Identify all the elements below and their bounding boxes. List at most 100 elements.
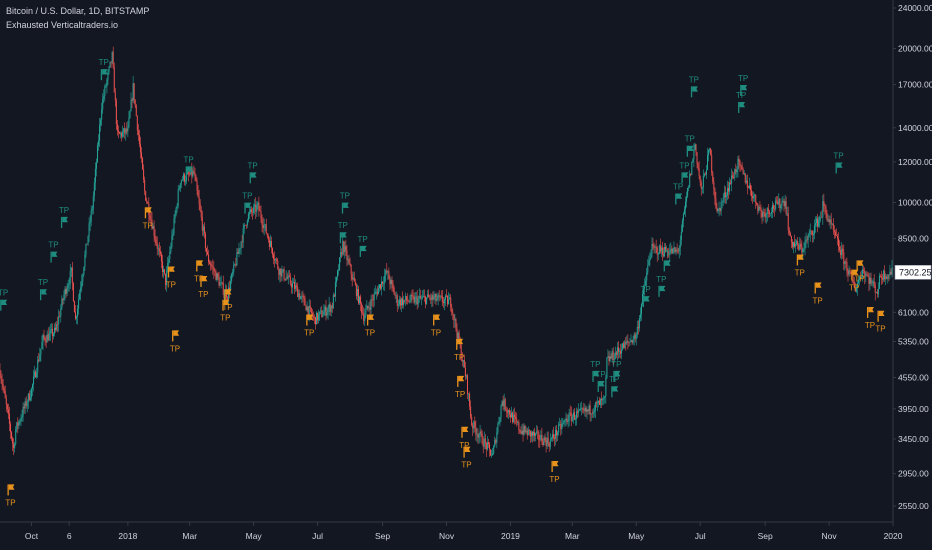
- candle-body: [593, 410, 595, 413]
- candle-body: [566, 418, 568, 422]
- candle-body: [211, 265, 213, 267]
- candle-body: [821, 217, 823, 218]
- tp-label: TP: [5, 498, 15, 507]
- candle-body: [497, 423, 499, 433]
- candle-body: [777, 201, 779, 205]
- candle-body: [216, 273, 218, 281]
- candle-body: [354, 281, 356, 285]
- candle-body: [534, 431, 536, 436]
- candle-body: [347, 259, 349, 261]
- indicator-title[interactable]: Exhausted Verticaltraders.io: [6, 20, 119, 30]
- candle-body: [46, 334, 48, 343]
- candle-body: [73, 301, 75, 313]
- candle-body: [432, 295, 434, 300]
- candle-body: [194, 173, 196, 177]
- candle-body: [493, 446, 495, 454]
- candle-body: [672, 248, 674, 254]
- candle-body: [496, 432, 498, 443]
- candle-body: [392, 283, 394, 289]
- flag-banner: [643, 296, 650, 302]
- flag-banner: [341, 232, 347, 238]
- candle-body: [396, 295, 398, 306]
- symbol-title[interactable]: Bitcoin / U.S. Dollar, 1D, BITSTAMP: [6, 6, 150, 16]
- candle-body: [817, 218, 819, 227]
- candle-body: [890, 271, 892, 275]
- flag-banner: [878, 310, 885, 317]
- candle-body: [707, 155, 709, 170]
- candle-body: [514, 414, 516, 417]
- candle-body: [553, 437, 555, 439]
- candle-body: [275, 259, 277, 261]
- candle-body: [782, 200, 784, 202]
- candle-body: [572, 412, 574, 417]
- flag-pole: [200, 275, 202, 287]
- candle-body: [464, 367, 466, 377]
- candle-body: [209, 262, 211, 265]
- candle-body: [835, 235, 837, 237]
- candle-body: [161, 261, 163, 273]
- candle-body: [346, 250, 348, 261]
- candle-body: [430, 297, 432, 301]
- candle-body: [768, 211, 770, 214]
- candle-body: [615, 352, 617, 355]
- candle-body: [693, 149, 695, 160]
- candle-body: [329, 304, 331, 312]
- candle-body: [247, 213, 249, 221]
- candle-body: [68, 283, 70, 285]
- time-tick-label: Sep: [758, 531, 773, 541]
- tp-label: TP: [198, 290, 208, 299]
- candle-body: [792, 242, 794, 248]
- candle-body: [222, 283, 224, 295]
- candle-body: [376, 291, 378, 295]
- candle-body: [804, 241, 806, 249]
- candle-body: [789, 233, 791, 236]
- candle-body: [115, 100, 117, 125]
- tp-signal-short: TP: [304, 314, 314, 338]
- candle-body: [596, 402, 598, 404]
- flag-pole: [306, 314, 308, 326]
- candle-body: [254, 204, 256, 207]
- candle-body: [133, 83, 135, 101]
- candle-body: [234, 264, 236, 265]
- candle-body: [235, 264, 237, 266]
- candle-body: [570, 412, 572, 421]
- tp-label: TP: [59, 206, 69, 215]
- candle-body: [306, 306, 308, 311]
- time-axis[interactable]: Oct 6 2018 Mar May Jul Sep Nov 2019 Mar May Jul Sep N…: [0, 521, 903, 541]
- candle-body: [340, 252, 342, 258]
- candle-body: [618, 351, 620, 352]
- candle-body: [338, 269, 340, 271]
- flag-icon: [658, 285, 666, 297]
- candle-body: [842, 248, 844, 253]
- candle-body: [242, 228, 244, 243]
- candle-body: [415, 296, 417, 298]
- last-price-badge[interactable]: 7302.25: [894, 265, 932, 280]
- tp-signal-short: TP: [454, 338, 464, 362]
- price-tick-label: 4550.00: [898, 372, 929, 382]
- time-tick-label: May: [246, 531, 263, 541]
- candle-body: [248, 212, 250, 214]
- candle-body: [657, 254, 659, 255]
- candle-body: [822, 200, 824, 218]
- candle-body: [325, 306, 327, 316]
- candle-body: [405, 296, 407, 301]
- candle-body: [84, 254, 86, 268]
- flag-banner: [186, 166, 193, 172]
- candle-body: [407, 300, 409, 302]
- candle-body: [284, 279, 286, 280]
- candle-body: [558, 424, 560, 433]
- candle-body: [132, 83, 134, 101]
- price-axis[interactable]: 24000.00 20000.00 17000.00 14000.00 12000.00…: [892, 0, 932, 522]
- candle-body: [552, 434, 554, 438]
- candle-body: [705, 169, 707, 175]
- flag-icon: [222, 299, 230, 311]
- candle-body: [369, 307, 371, 310]
- candle-body: [813, 225, 815, 235]
- candle-body: [700, 182, 702, 189]
- candle-body: [536, 431, 538, 434]
- candle-body: [643, 288, 645, 295]
- flag-pole: [172, 330, 174, 342]
- candle-body: [537, 431, 539, 433]
- candle-body: [805, 239, 807, 242]
